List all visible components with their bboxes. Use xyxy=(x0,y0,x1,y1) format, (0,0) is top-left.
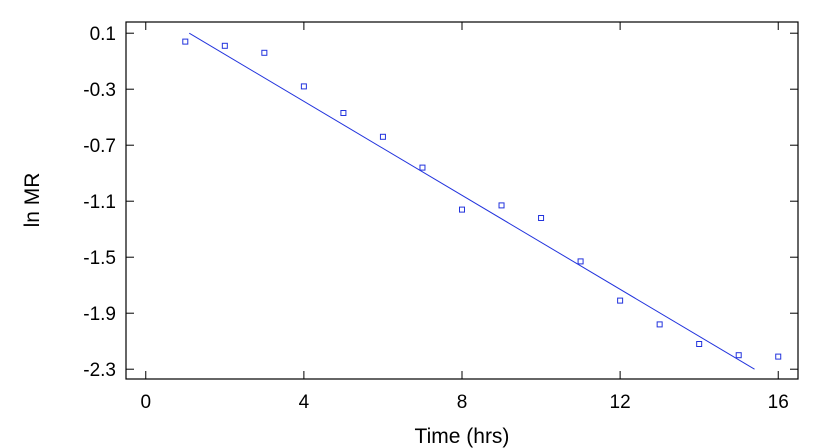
x-tick-label: 8 xyxy=(457,392,468,413)
data-point xyxy=(775,353,782,360)
data-point xyxy=(656,321,663,328)
fit-line xyxy=(188,32,755,370)
y-axis: 0.1 -0.3 -0.7 -1.1 -1.5 -1.9 -2.3 xyxy=(83,24,798,381)
x-tick-label: 16 xyxy=(768,392,789,413)
x-tick-label: 0 xyxy=(140,392,151,413)
data-point xyxy=(340,110,347,116)
plot-frame xyxy=(125,21,799,380)
data-point xyxy=(459,206,465,213)
y-tick-label: 0.1 xyxy=(90,24,116,45)
y-tick-label: -1.9 xyxy=(83,304,116,325)
data-point xyxy=(419,164,426,171)
data-point xyxy=(300,83,307,90)
y-tick-label: -2.3 xyxy=(83,360,116,381)
data-point xyxy=(696,341,703,347)
data-layer xyxy=(182,32,782,370)
data-point xyxy=(538,215,545,221)
data-point xyxy=(261,49,268,56)
x-tick-label: 4 xyxy=(299,392,310,413)
data-point xyxy=(379,133,386,140)
y-tick-label: -0.7 xyxy=(83,136,116,157)
y-tick-label: -1.5 xyxy=(83,248,116,269)
x-axis-title: Time (hrs) xyxy=(415,425,510,448)
data-point xyxy=(735,352,742,359)
data-point xyxy=(182,38,189,45)
data-point xyxy=(221,42,228,49)
data-point xyxy=(498,202,505,209)
y-axis-title: ln MR xyxy=(21,173,44,228)
data-point xyxy=(577,258,584,265)
y-tick-label: -1.1 xyxy=(83,192,116,213)
x-axis: 0 4 8 12 16 xyxy=(140,22,789,413)
y-tick-label: -0.3 xyxy=(83,80,116,101)
data-point xyxy=(617,297,624,304)
x-tick-label: 12 xyxy=(610,392,631,413)
